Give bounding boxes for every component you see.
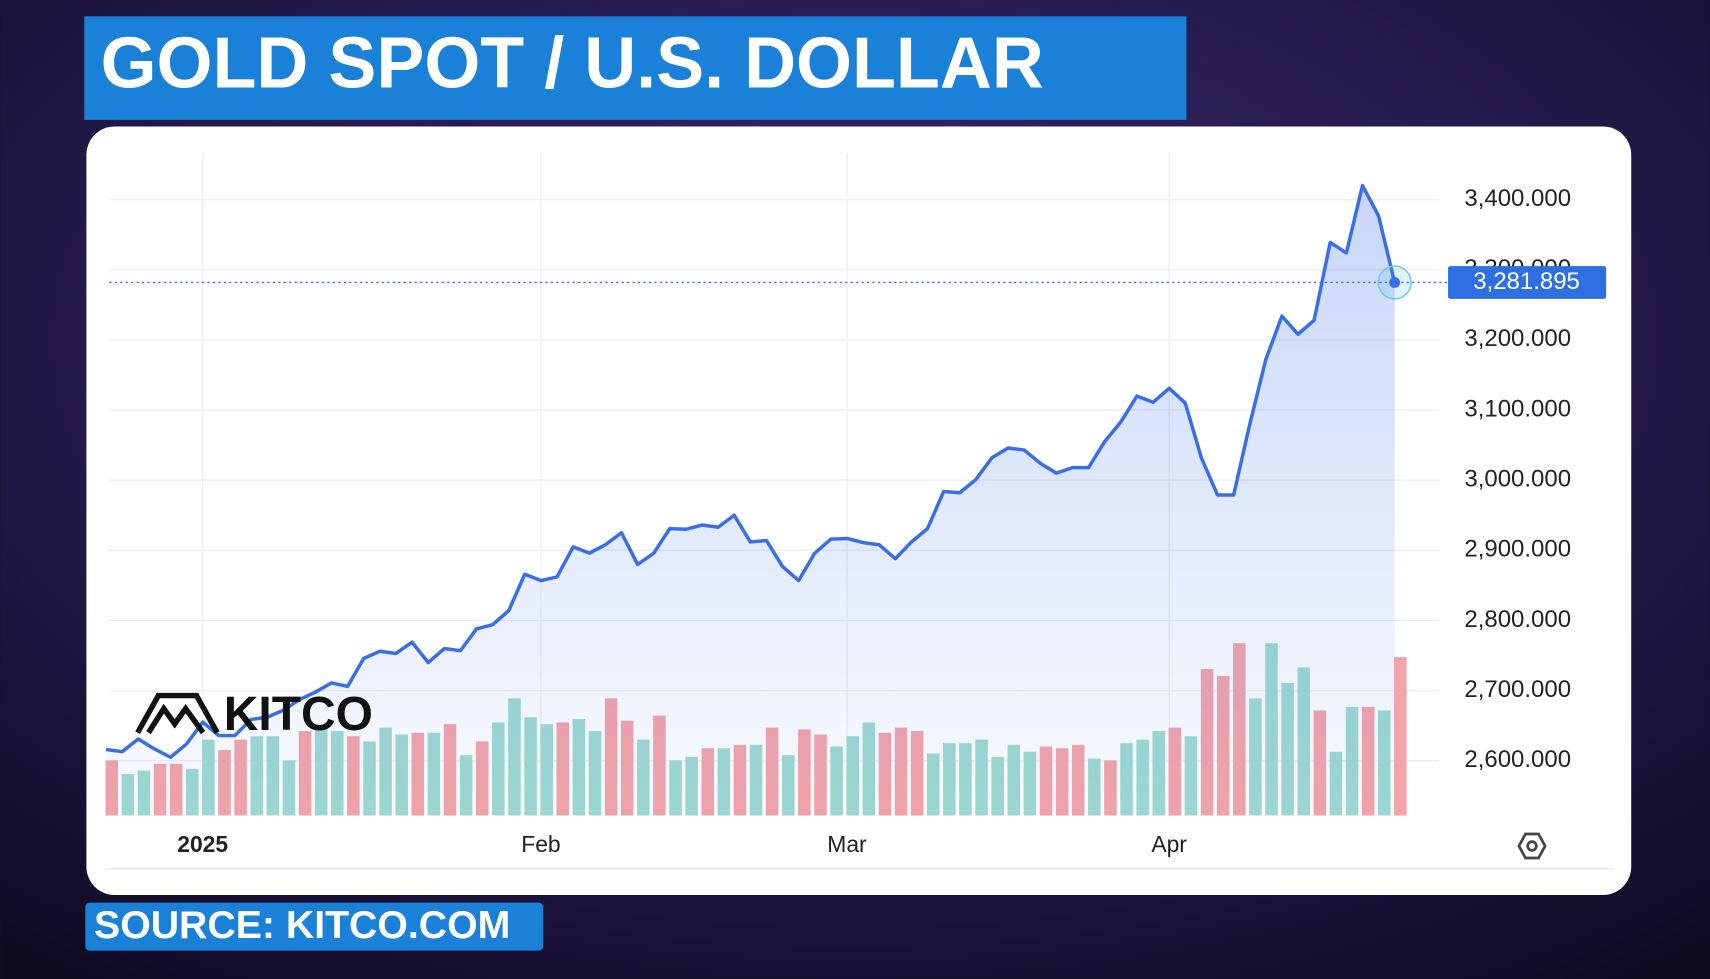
current-price-box	[1448, 266, 1607, 299]
source-box	[85, 902, 544, 951]
x-tick-label: Apr	[1151, 831, 1187, 857]
settings-hex[interactable]	[1517, 832, 1547, 860]
settings-icon[interactable]	[1517, 832, 1547, 860]
logo: KITCO	[135, 688, 373, 741]
last-point	[1389, 277, 1401, 288]
plot: 2,600.000 2,700.000 2,800.000 2,900.000 3,00…	[104, 152, 1614, 870]
y-tick-label: 3,100.000	[1464, 395, 1571, 422]
watermark: KITCO	[224, 688, 373, 741]
title-box	[84, 16, 1187, 120]
y-tick-label: 2,800.000	[1464, 606, 1571, 633]
y-tick-label: 3,000.000	[1464, 466, 1571, 493]
y-tick-label: 3,400.000	[1464, 185, 1571, 212]
y-tick-label: 2,900.000	[1464, 536, 1571, 563]
settings-dot[interactable]	[1526, 840, 1538, 852]
y-tick-label: 2,700.000	[1464, 676, 1571, 703]
source: SOURCE: KITCO.COM	[94, 903, 510, 947]
x-tick-label: Mar	[827, 831, 867, 857]
y-tick-label: 3,200.000	[1464, 325, 1571, 352]
x-tick-label: 2025	[177, 831, 228, 857]
price-line	[105, 183, 1397, 759]
price-area	[106, 185, 1395, 816]
volume-bar	[1394, 656, 1407, 816]
y-tick-label: 2,600.000	[1464, 746, 1571, 773]
x-tick-label: Feb	[521, 831, 560, 857]
current-price-label: 3,281.895	[1473, 268, 1580, 295]
logo-mark	[135, 692, 220, 735]
title: GOLD SPOT / U.S. DOLLAR	[101, 24, 1044, 104]
